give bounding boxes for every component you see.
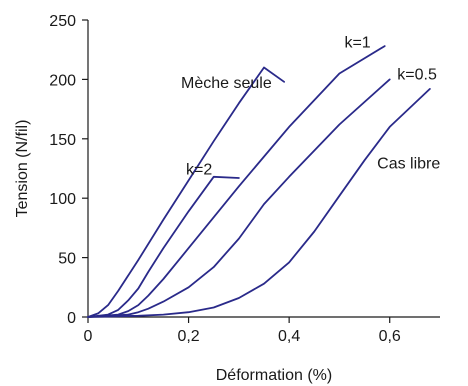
x-tick-label: 0,6 — [379, 328, 401, 345]
y-tick-label: 150 — [49, 132, 76, 149]
axes — [87, 20, 440, 318]
series-line-4 — [87, 88, 431, 318]
x-tick-label: 0 — [84, 328, 93, 345]
y-axis-label: Tension (N/fil) — [14, 120, 31, 218]
y-tick-label: 250 — [49, 13, 76, 30]
x-axis-label: Déformation (%) — [216, 367, 332, 384]
x-tick-label: 0,4 — [278, 328, 300, 345]
series-labels: Mèche seule k=2 k=1 k=0.5 Cas libre — [181, 34, 440, 178]
series-line-0 — [87, 66, 285, 318]
series-group — [87, 45, 431, 318]
series-label-2: k=1 — [344, 34, 370, 51]
y-tick-label: 100 — [49, 191, 76, 208]
series-line-3 — [87, 78, 391, 318]
series-label-3: k=0.5 — [397, 66, 437, 83]
y-tick-label: 0 — [67, 310, 76, 327]
y-tick-label: 50 — [58, 251, 76, 268]
series-line-2 — [87, 45, 386, 318]
series-label-4: Cas libre — [377, 156, 440, 173]
y-ticks: 0 50 100 150 200 250 — [49, 13, 88, 327]
x-ticks: 0 0,2 0,4 0,6 — [84, 317, 401, 345]
series-line-1 — [87, 175, 240, 318]
x-tick-label: 0,2 — [177, 328, 199, 345]
y-tick-label: 200 — [49, 72, 76, 89]
series-label-0: Mèche seule — [181, 75, 272, 92]
series-label-1: k=2 — [186, 162, 212, 179]
